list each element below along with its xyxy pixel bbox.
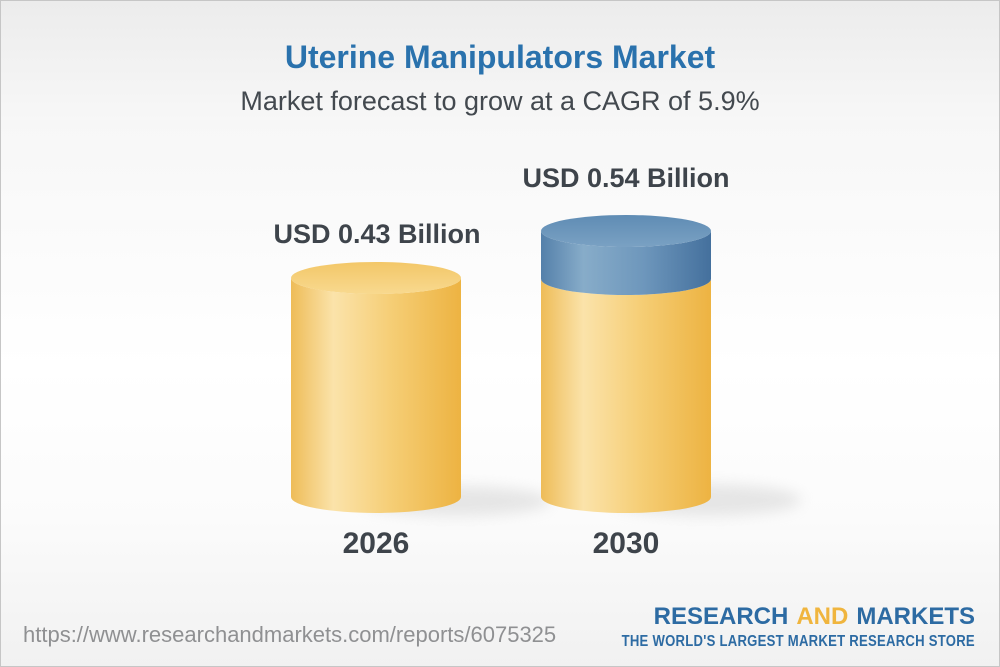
research-and-markets-logo: RESEARCH AND MARKETS THE WORLD'S LARGEST… <box>544 603 975 651</box>
value-label-2030: USD 0.54 Billion <box>522 163 730 193</box>
logo-word-and: AND <box>796 603 849 630</box>
bar-2030-cylinder-growth <box>541 215 711 295</box>
category-label-2026: 2026 <box>342 527 410 560</box>
category-label-2030: 2030 <box>592 527 660 560</box>
logo-tagline: THE WORLD'S LARGEST MARKET RESEARCH STOR… <box>621 633 975 650</box>
logo-wordmark: RESEARCH AND MARKETS <box>544 603 975 631</box>
chart-title: Uterine Manipulators Market <box>284 39 716 75</box>
logo-word-research: RESEARCH <box>653 603 789 630</box>
value-label-2026: USD 0.43 Billion <box>273 219 481 249</box>
bar-2030-cylinder-base <box>541 279 711 513</box>
logo-word-markets: MARKETS <box>856 603 975 630</box>
bar-2026-cylinder <box>291 262 461 513</box>
report-url-text: https://www.researchandmarkets.com/repor… <box>23 622 557 647</box>
chart-subtitle: Market forecast to grow at a CAGR of 5.9… <box>240 86 760 116</box>
